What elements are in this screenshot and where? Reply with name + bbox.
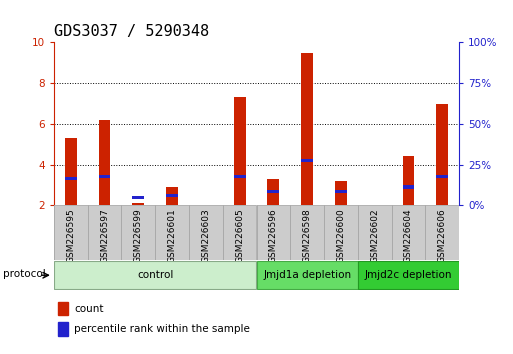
Bar xyxy=(403,185,415,189)
Bar xyxy=(155,205,189,260)
Bar xyxy=(290,205,324,260)
Bar xyxy=(88,205,122,260)
Text: count: count xyxy=(74,304,104,314)
Bar xyxy=(437,104,448,205)
Text: Jmjd2c depletion: Jmjd2c depletion xyxy=(365,270,452,280)
Bar xyxy=(65,177,76,181)
Text: protocol: protocol xyxy=(3,269,46,279)
Text: GSM226598: GSM226598 xyxy=(303,208,312,263)
Bar xyxy=(335,181,347,205)
Bar xyxy=(234,97,246,205)
Text: GSM226599: GSM226599 xyxy=(134,208,143,263)
Bar xyxy=(301,159,313,162)
Bar xyxy=(65,138,76,205)
Bar xyxy=(256,205,290,260)
Bar xyxy=(403,156,415,205)
Text: Jmjd1a depletion: Jmjd1a depletion xyxy=(263,270,351,280)
Bar xyxy=(335,189,347,193)
Bar xyxy=(58,302,68,315)
Text: GSM226604: GSM226604 xyxy=(404,208,413,263)
Bar xyxy=(437,175,448,178)
Bar xyxy=(425,205,459,260)
Text: GSM226597: GSM226597 xyxy=(100,208,109,263)
Bar xyxy=(58,322,68,336)
Text: GSM226596: GSM226596 xyxy=(269,208,278,263)
Text: GSM226605: GSM226605 xyxy=(235,208,244,263)
Bar xyxy=(54,261,256,289)
Text: GSM226601: GSM226601 xyxy=(168,208,176,263)
Bar xyxy=(166,194,178,197)
Bar xyxy=(358,261,459,289)
Bar xyxy=(223,205,256,260)
Text: GSM226602: GSM226602 xyxy=(370,208,379,263)
Bar xyxy=(98,120,110,205)
Bar xyxy=(54,205,88,260)
Bar xyxy=(267,179,279,205)
Text: GSM226603: GSM226603 xyxy=(201,208,210,263)
Bar xyxy=(391,205,425,260)
Bar xyxy=(301,53,313,205)
Text: GDS3037 / 5290348: GDS3037 / 5290348 xyxy=(54,23,209,39)
Bar xyxy=(324,205,358,260)
Text: GSM226595: GSM226595 xyxy=(66,208,75,263)
Bar xyxy=(256,261,358,289)
Bar xyxy=(122,205,155,260)
Text: control: control xyxy=(137,270,173,280)
Bar xyxy=(166,187,178,205)
Text: GSM226606: GSM226606 xyxy=(438,208,447,263)
Text: percentile rank within the sample: percentile rank within the sample xyxy=(74,324,250,334)
Bar xyxy=(267,189,279,193)
Bar xyxy=(132,203,144,205)
Text: GSM226600: GSM226600 xyxy=(337,208,345,263)
Bar xyxy=(132,196,144,199)
Bar xyxy=(358,205,391,260)
Bar xyxy=(189,205,223,260)
Bar xyxy=(234,175,246,178)
Bar xyxy=(98,175,110,178)
